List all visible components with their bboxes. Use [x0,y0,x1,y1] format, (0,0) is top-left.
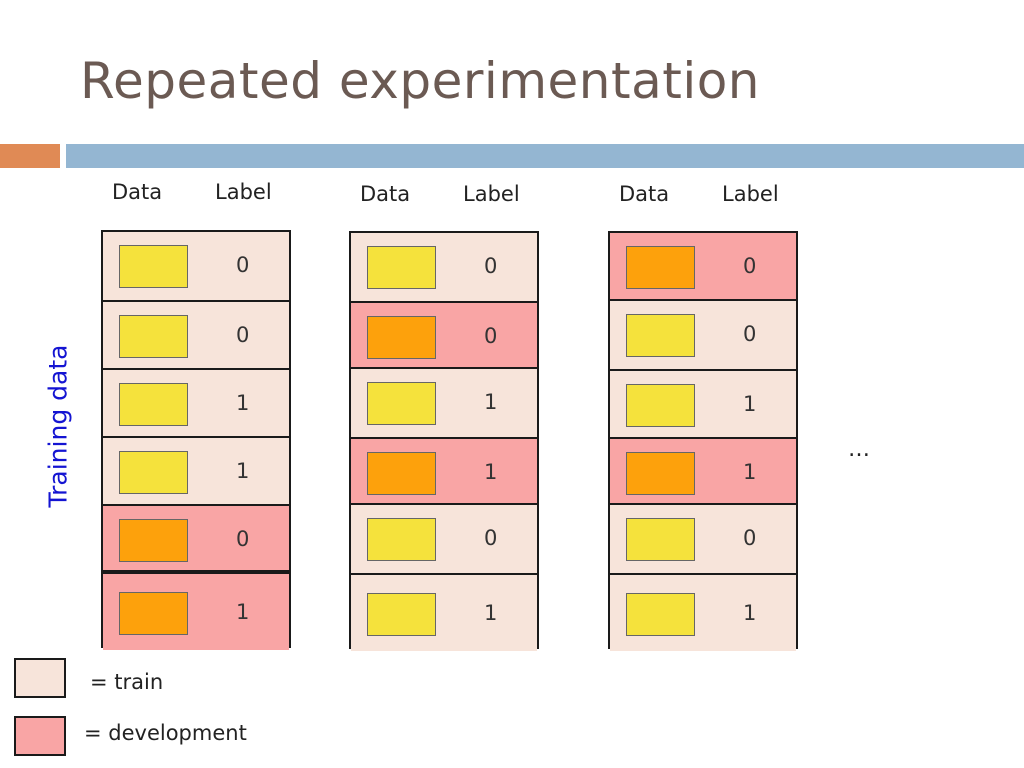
sample-row-train: 1 [610,369,796,437]
sample-row-development: 0 [103,504,289,572]
column-2-data-header: Data [360,182,411,206]
slide-title: Repeated experimentation [80,52,760,110]
sample-row-train: 0 [610,505,796,573]
data-sample-square [119,451,188,494]
column-1-label-header: Label [215,180,272,204]
data-sample-square [626,314,695,357]
sample-row-train: 0 [610,301,796,369]
data-sample-square [119,315,188,358]
data-sample-square [119,592,188,635]
sample-row-development: 0 [610,233,796,301]
sample-label: 0 [743,254,757,278]
sample-label: 1 [743,460,757,484]
sample-label: 1 [743,601,757,625]
sample-row-train: 1 [351,573,537,651]
sample-row-train: 0 [103,232,289,300]
column-2-label-header: Label [463,182,520,206]
legend-train-swatch [14,658,66,698]
sample-label: 1 [484,460,498,484]
sample-label: 0 [743,322,757,346]
split-column-3: 0 0 1 1 0 1 [608,231,798,651]
sample-label: 0 [484,254,498,278]
sample-row-train: 0 [351,233,537,301]
sample-row-train: 0 [351,505,537,573]
ellipsis: … [848,437,870,462]
data-sample-square [367,246,436,289]
sample-row-development: 1 [351,437,537,505]
accent-bar-blue [66,144,1024,168]
split-column-2: 0 0 1 1 0 1 [349,231,539,651]
legend-development-swatch [14,716,66,756]
data-sample-square [626,518,695,561]
data-sample-square [367,452,436,495]
sample-label: 0 [484,526,498,550]
data-sample-square [626,452,695,495]
sample-label: 0 [236,323,250,347]
data-sample-square [626,593,695,636]
legend-train-label: = train [90,670,164,694]
sample-row-train: 1 [610,573,796,651]
sample-row-development: 1 [103,572,289,650]
data-sample-square [119,245,188,288]
sample-label: 1 [236,600,250,624]
sample-label: 1 [484,601,498,625]
sample-label: 1 [236,459,250,483]
data-sample-square [119,519,188,562]
column-3-data-header: Data [619,182,670,206]
data-sample-square [367,518,436,561]
sample-row-development: 1 [610,437,796,505]
sample-label: 0 [236,527,250,551]
column-1-data-header: Data [112,180,163,204]
data-sample-square [367,316,436,359]
accent-bar-orange [0,144,60,168]
sample-row-train: 1 [103,368,289,436]
sample-label: 1 [236,391,250,415]
sample-label: 0 [484,324,498,348]
data-sample-square [119,383,188,426]
training-data-axis-label: Training data [43,344,73,508]
sample-label: 1 [743,392,757,416]
sample-label: 0 [236,253,250,277]
sample-label: 1 [484,390,498,414]
sample-row-train: 1 [103,436,289,504]
sample-label: 0 [743,526,757,550]
data-sample-square [626,384,695,427]
sample-row-train: 0 [103,300,289,368]
data-sample-square [626,246,695,289]
column-3-label-header: Label [722,182,779,206]
legend-development-label: = development [84,721,247,745]
data-sample-square [367,593,436,636]
sample-row-development: 0 [351,301,537,369]
split-column-1: 0 0 1 1 0 1 [101,230,291,650]
sample-row-train: 1 [351,369,537,437]
data-sample-square [367,382,436,425]
